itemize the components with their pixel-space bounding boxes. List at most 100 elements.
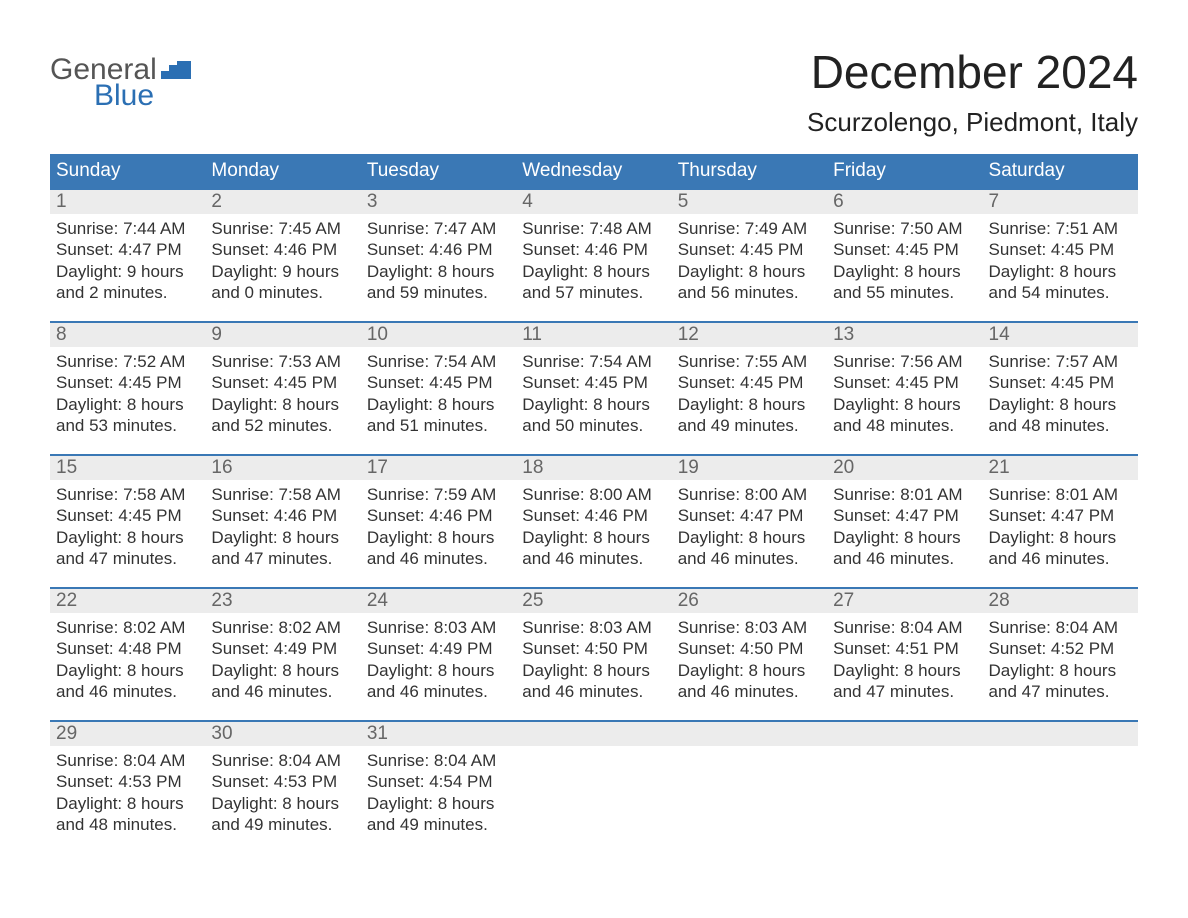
weekday-header: Friday — [827, 160, 982, 182]
day-cell: Sunrise: 7:58 AMSunset: 4:45 PMDaylight:… — [50, 480, 205, 569]
day-cell: Sunrise: 7:48 AMSunset: 4:46 PMDaylight:… — [516, 214, 671, 303]
sunset-text: Sunset: 4:45 PM — [56, 505, 199, 526]
daylight-text-2: and 52 minutes. — [211, 415, 354, 436]
daylight-text-1: Daylight: 8 hours — [367, 660, 510, 681]
daylight-text-2: and 46 minutes. — [833, 548, 976, 569]
sunrise-text: Sunrise: 7:53 AM — [211, 351, 354, 372]
sunrise-text: Sunrise: 7:52 AM — [56, 351, 199, 372]
daylight-text-1: Daylight: 8 hours — [678, 660, 821, 681]
sunset-text: Sunset: 4:45 PM — [678, 239, 821, 260]
sunrise-text: Sunrise: 8:01 AM — [833, 484, 976, 505]
logo: General Blue — [50, 45, 191, 111]
daynum-cell: 10 — [361, 324, 516, 346]
sunrise-text: Sunrise: 7:54 AM — [522, 351, 665, 372]
daylight-text-2: and 46 minutes. — [367, 548, 510, 569]
header: General Blue December 2024 Scurzolengo, … — [50, 45, 1138, 138]
weekday-header-row: Sunday Monday Tuesday Wednesday Thursday… — [50, 154, 1138, 188]
daynum-cell: 1 — [50, 191, 205, 213]
daylight-text-1: Daylight: 8 hours — [367, 394, 510, 415]
weekday-header: Wednesday — [516, 160, 671, 182]
daynum-cell: 20 — [827, 457, 982, 479]
day-cell: Sunrise: 7:51 AMSunset: 4:45 PMDaylight:… — [983, 214, 1138, 303]
day-cell: Sunrise: 7:50 AMSunset: 4:45 PMDaylight:… — [827, 214, 982, 303]
daynum-cell: 15 — [50, 457, 205, 479]
sunset-text: Sunset: 4:45 PM — [833, 239, 976, 260]
daynum-cell: 17 — [361, 457, 516, 479]
daylight-text-2: and 56 minutes. — [678, 282, 821, 303]
daylight-text-1: Daylight: 9 hours — [56, 261, 199, 282]
daylight-text-2: and 0 minutes. — [211, 282, 354, 303]
sunset-text: Sunset: 4:50 PM — [678, 638, 821, 659]
content-row: Sunrise: 8:02 AMSunset: 4:48 PMDaylight:… — [50, 613, 1138, 720]
daylight-text-1: Daylight: 8 hours — [522, 394, 665, 415]
daynum-cell: 14 — [983, 324, 1138, 346]
day-cell: Sunrise: 7:54 AMSunset: 4:45 PMDaylight:… — [361, 347, 516, 436]
week-row: 22232425262728Sunrise: 8:02 AMSunset: 4:… — [50, 587, 1138, 720]
daylight-text-2: and 47 minutes. — [989, 681, 1132, 702]
sunset-text: Sunset: 4:46 PM — [211, 239, 354, 260]
sunrise-text: Sunrise: 8:02 AM — [211, 617, 354, 638]
daylight-text-2: and 53 minutes. — [56, 415, 199, 436]
daylight-text-2: and 46 minutes. — [678, 548, 821, 569]
page-title: December 2024 — [807, 45, 1138, 99]
week-row: 891011121314Sunrise: 7:52 AMSunset: 4:45… — [50, 321, 1138, 454]
daylight-text-2: and 51 minutes. — [367, 415, 510, 436]
daylight-text-2: and 46 minutes. — [211, 681, 354, 702]
daynum-cell: 3 — [361, 191, 516, 213]
daylight-text-1: Daylight: 8 hours — [56, 527, 199, 548]
content-row: Sunrise: 7:44 AMSunset: 4:47 PMDaylight:… — [50, 214, 1138, 321]
daylight-text-1: Daylight: 8 hours — [989, 261, 1132, 282]
sunset-text: Sunset: 4:49 PM — [367, 638, 510, 659]
sunset-text: Sunset: 4:46 PM — [522, 505, 665, 526]
daylight-text-1: Daylight: 8 hours — [833, 261, 976, 282]
daylight-text-1: Daylight: 8 hours — [56, 394, 199, 415]
sunset-text: Sunset: 4:53 PM — [56, 771, 199, 792]
day-cell: Sunrise: 7:49 AMSunset: 4:45 PMDaylight:… — [672, 214, 827, 303]
daynum-row: 293031 — [50, 722, 1138, 746]
daylight-text-1: Daylight: 8 hours — [367, 793, 510, 814]
daynum-cell: 28 — [983, 590, 1138, 612]
sunrise-text: Sunrise: 8:03 AM — [678, 617, 821, 638]
daylight-text-2: and 49 minutes. — [678, 415, 821, 436]
daynum-cell: 25 — [516, 590, 671, 612]
day-cell — [672, 746, 827, 835]
day-cell: Sunrise: 7:44 AMSunset: 4:47 PMDaylight:… — [50, 214, 205, 303]
day-cell — [516, 746, 671, 835]
day-cell: Sunrise: 7:56 AMSunset: 4:45 PMDaylight:… — [827, 347, 982, 436]
daynum-cell: 4 — [516, 191, 671, 213]
daynum-cell: 18 — [516, 457, 671, 479]
daynum-cell: 26 — [672, 590, 827, 612]
week-row: 15161718192021Sunrise: 7:58 AMSunset: 4:… — [50, 454, 1138, 587]
daylight-text-1: Daylight: 8 hours — [211, 394, 354, 415]
sunset-text: Sunset: 4:50 PM — [522, 638, 665, 659]
daylight-text-2: and 50 minutes. — [522, 415, 665, 436]
daynum-cell: 30 — [205, 723, 360, 745]
weekday-header: Thursday — [672, 160, 827, 182]
title-block: December 2024 Scurzolengo, Piedmont, Ita… — [807, 45, 1138, 138]
sunrise-text: Sunrise: 8:04 AM — [367, 750, 510, 771]
daynum-cell: 8 — [50, 324, 205, 346]
sunset-text: Sunset: 4:45 PM — [833, 372, 976, 393]
daylight-text-2: and 46 minutes. — [678, 681, 821, 702]
sunrise-text: Sunrise: 7:48 AM — [522, 218, 665, 239]
daylight-text-2: and 48 minutes. — [833, 415, 976, 436]
daylight-text-1: Daylight: 8 hours — [56, 660, 199, 681]
daynum-cell: 16 — [205, 457, 360, 479]
weekday-header: Tuesday — [361, 160, 516, 182]
daynum-row: 1234567 — [50, 190, 1138, 214]
sunrise-text: Sunrise: 7:59 AM — [367, 484, 510, 505]
content-row: Sunrise: 8:04 AM Sunset: 4:53 PM Daylight:… — [50, 746, 1138, 853]
sunrise-text: Sunrise: 7:50 AM — [833, 218, 976, 239]
sunset-text: Sunset: 4:53 PM — [211, 771, 354, 792]
sunrise-text: Sunrise: 7:49 AM — [678, 218, 821, 239]
day-cell: Sunrise: 7:45 AMSunset: 4:46 PMDaylight:… — [205, 214, 360, 303]
sunset-text: Sunset: 4:45 PM — [989, 239, 1132, 260]
content-row: Sunrise: 7:58 AMSunset: 4:45 PMDaylight:… — [50, 480, 1138, 587]
daynum-cell: 5 — [672, 191, 827, 213]
day-cell: Sunrise: 8:04 AMSunset: 4:53 PMDaylight:… — [50, 746, 205, 835]
daynum-cell: 19 — [672, 457, 827, 479]
sunset-text: Sunset: 4:45 PM — [211, 372, 354, 393]
day-cell: Sunrise: 7:47 AMSunset: 4:46 PMDaylight:… — [361, 214, 516, 303]
daylight-text-2: and 46 minutes. — [522, 548, 665, 569]
sunrise-text: Sunrise: 8:02 AM — [56, 617, 199, 638]
